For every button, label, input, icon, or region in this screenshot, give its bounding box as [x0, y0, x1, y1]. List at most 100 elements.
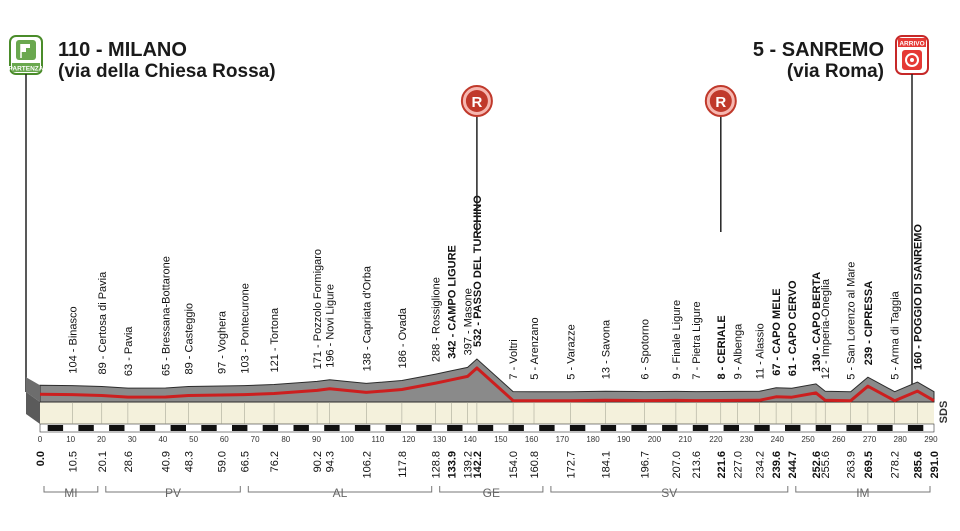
- km-scale-block: [47, 425, 64, 431]
- province-label: MI: [64, 486, 77, 500]
- waypoint-place-label: 239 - CIPRESSA: [863, 281, 875, 365]
- waypoint-place-label: 288 - Rossiglione: [431, 277, 443, 362]
- waypoint-place-label: 196 - Novi Ligure: [325, 284, 337, 368]
- waypoint-place-label: 9 - Albenga: [732, 323, 744, 380]
- waypoint-place-label: 6 - Spotorno: [639, 319, 651, 380]
- waypoint-km-label: 234.2: [755, 451, 767, 479]
- x-tick-label: 200: [648, 435, 662, 444]
- waypoint-km-label: 117.8: [397, 451, 409, 478]
- waypoint-km-label: 244.7: [787, 451, 799, 479]
- province-bracket: [247, 486, 433, 493]
- x-tick-label: 120: [402, 435, 416, 444]
- waypoint-place-label: 61 - CAPO CERVO: [787, 280, 799, 376]
- waypoint-km-label: 291.0: [929, 451, 941, 479]
- x-tick-label: 250: [801, 435, 815, 444]
- waypoint-km-label: 10.5: [67, 451, 79, 472]
- waypoint-km-label: 154.0: [508, 451, 520, 479]
- waypoint-km-label: 106.2: [361, 451, 373, 479]
- km-scale-block: [723, 425, 739, 431]
- km-scale-block: [139, 425, 156, 431]
- km-scale-block: [877, 425, 893, 431]
- waypoint-place-label: 130 - CAPO BERTA: [811, 272, 823, 372]
- waypoint-place-label: 121 - Tortona: [269, 307, 281, 373]
- km-scale-block: [785, 425, 801, 431]
- feed-zone-marker-inner: [709, 90, 732, 112]
- waypoint-place-label: 9 - Finale Ligure: [671, 300, 683, 380]
- finish-target-icon: [902, 50, 922, 70]
- km-scale-block: [262, 425, 279, 431]
- waypoint-place-label: 8 - CERIALE: [716, 315, 728, 379]
- waypoint-km-label: 94.3: [325, 451, 337, 472]
- waypoint-place-label: 160 - POGGIO DI SANREMO: [912, 224, 924, 371]
- waypoint-place-labels: 104 - Binasco 89 - Certosa di Pavia 63 - P…: [67, 195, 924, 424]
- km-scale-block: [170, 425, 186, 431]
- waypoint-km-label: 285.6: [912, 451, 924, 479]
- km-scale-block: [232, 425, 248, 431]
- x-tick-label: 240: [771, 435, 785, 444]
- km-scale-block: [846, 425, 862, 431]
- waypoint-place-label: 89 - Certosa di Pavia: [97, 271, 109, 375]
- waypoint-place-label: 63 - Pavia: [123, 326, 135, 376]
- waypoint-place-label: 97 - Voghera: [216, 310, 228, 374]
- waypoint-km-label: 255.6: [820, 451, 832, 479]
- km-scale-block: [201, 425, 217, 431]
- feed-zone-label: R: [715, 94, 726, 111]
- km-scale-block: [600, 425, 617, 431]
- waypoint-place-label: 104 - Binasco: [67, 306, 79, 373]
- province-bands: MI PV AL GE SV IM: [43, 486, 931, 500]
- waypoint-place-label: 103 - Pontecurone: [239, 283, 251, 374]
- finish-badge: ARRIVO: [895, 35, 929, 75]
- waypoint-place-label: 5 - Arenzano: [529, 317, 541, 379]
- km-scale-block: [569, 425, 586, 431]
- x-tick-label: 90: [312, 435, 321, 444]
- waypoint-km-label: 40.9: [161, 451, 173, 472]
- x-tick-label: 130: [433, 435, 447, 444]
- elevation-profile-area: [39, 358, 935, 403]
- waypoint-km-label: 263.9: [846, 451, 858, 479]
- x-tick-label: 20: [97, 435, 106, 444]
- province-label: GE: [483, 486, 500, 500]
- waypoint-km-label: 213.6: [691, 451, 703, 479]
- profile-base-shadow: [26, 392, 40, 424]
- waypoint-km-label: 59.0: [216, 451, 228, 472]
- credit-label: SDS: [938, 401, 950, 424]
- province-bracket: [105, 486, 241, 493]
- km-scale-block: [354, 425, 371, 431]
- waypoint-place-label: 342 - CAMPO LIGURE: [446, 245, 458, 359]
- waypoint-km-label: 76.2: [269, 451, 281, 472]
- profile-layer: [26, 358, 935, 403]
- x-tick-label: 290: [924, 435, 938, 444]
- finish-town: 5 - SANREMO: [753, 39, 884, 61]
- waypoint-km-label: 133.9: [446, 451, 458, 479]
- km-ticks: 0 10 20 30 40 50 60 70 80 90 100 110 120 130 140 150 160…: [38, 425, 938, 444]
- province-label: SV: [661, 486, 677, 500]
- waypoint-km-label: 20.1: [97, 451, 109, 472]
- x-tick-label: 160: [525, 435, 539, 444]
- province-bracket: [43, 486, 99, 493]
- waypoint-km-label: 90.2: [312, 451, 324, 472]
- waypoint-place-label: 11 - Alassio: [755, 323, 767, 379]
- x-tick-label: 220: [709, 435, 723, 444]
- waypoint-km-label: 142.2: [472, 451, 484, 479]
- km-scale-block: [508, 425, 524, 431]
- feed-zone-label: R: [471, 94, 482, 111]
- start-street: (via della Chiesa Rossa): [58, 61, 276, 82]
- km-scale-block: [907, 425, 924, 431]
- waypoint-place-label: 138 - Capriata d'Orba: [361, 265, 373, 371]
- waypoint-place-label: 171 - Pozzolo Formigaro: [312, 249, 324, 369]
- km-scale-block: [416, 425, 432, 431]
- x-tick-label: 10: [66, 435, 75, 444]
- waypoint-place-label: 186 - Ovada: [397, 307, 409, 368]
- waypoint-place-label: 67 - CAPO MELE: [771, 288, 783, 375]
- waypoint-km-label: 252.6: [811, 451, 823, 479]
- province-label: IM: [856, 486, 869, 500]
- waypoint-km-label: 207.0: [671, 451, 683, 479]
- start-flag-icon: [16, 40, 36, 60]
- waypoint-place-label: 532 - PASSO DEL TURCHINO: [472, 195, 484, 347]
- waypoint-km-label: 221.6: [716, 451, 728, 479]
- province-bracket: [550, 486, 789, 493]
- waypoint-km-labels: 0.0 10.5 20.1 28.6 40.9 48.3 59.0 66.5 76.2 90.2 9…: [35, 451, 941, 479]
- x-tick-label: 70: [251, 435, 260, 444]
- province-bracket: [439, 486, 544, 493]
